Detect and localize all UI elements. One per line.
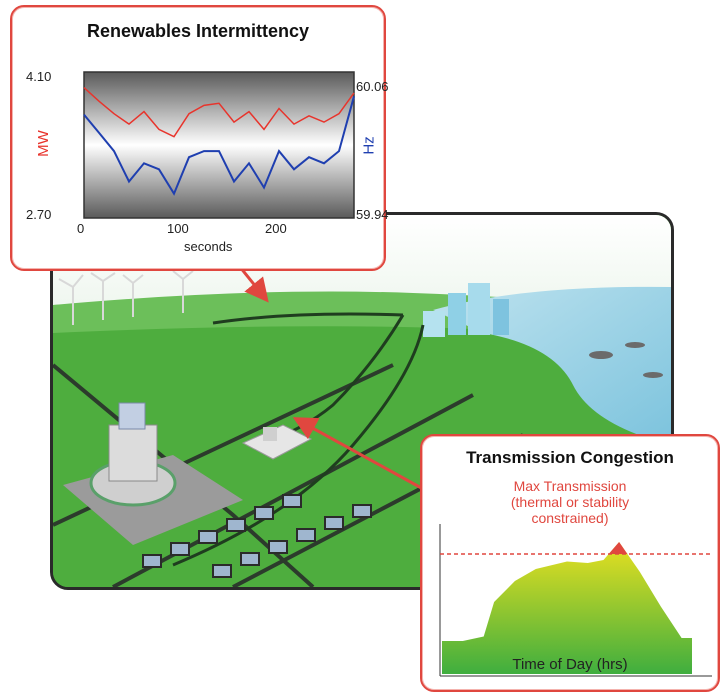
load-area [442,542,692,674]
hz-series-line [83,96,355,196]
boats [589,342,663,378]
mw-axis-label: MW [34,130,52,157]
congestion-chart [439,524,712,677]
limit-label-line2: (thermal or stability [510,494,630,510]
congestion-peak [608,542,628,554]
renewables-title: Renewables Intermittency [86,21,310,41]
grid-illustration [50,212,674,590]
sea [433,286,671,445]
plot-area [83,71,355,219]
city-buildings [423,283,509,337]
limit-label-line3: constrained) [531,510,609,526]
power-plant [63,402,243,545]
houses [142,494,372,578]
right-axis-top-value: 60.06 [356,79,389,94]
grid-landscape [53,215,671,587]
left-axis-top-value: 4.10 [26,69,52,84]
time-axis-label: Time of Day (hrs) [512,656,628,673]
x-tick-100: 100 [167,221,189,236]
mw-series-line [83,87,355,138]
congestion-title: Transmission Congestion [466,448,674,467]
left-axis-bottom-value: 2.70 [26,207,52,222]
hz-axis-label: Hz [360,136,378,155]
wind-turbines [58,270,194,325]
renewables-intermittency-panel: Renewables Intermittency 4.10 2.70 60.06… [10,5,389,271]
transmission-congestion-panel: Transmission Congestion Max Transmission… [420,434,720,692]
right-axis-bottom-value: 59.94 [356,207,389,222]
limit-label-line1: Max Transmission [513,478,627,494]
x-tick-200: 200 [265,221,287,236]
arrow-to-substation [292,417,426,492]
x-tick-0: 0 [77,221,85,236]
renewables-chart [83,71,355,219]
x-axis-label: seconds [184,239,233,254]
